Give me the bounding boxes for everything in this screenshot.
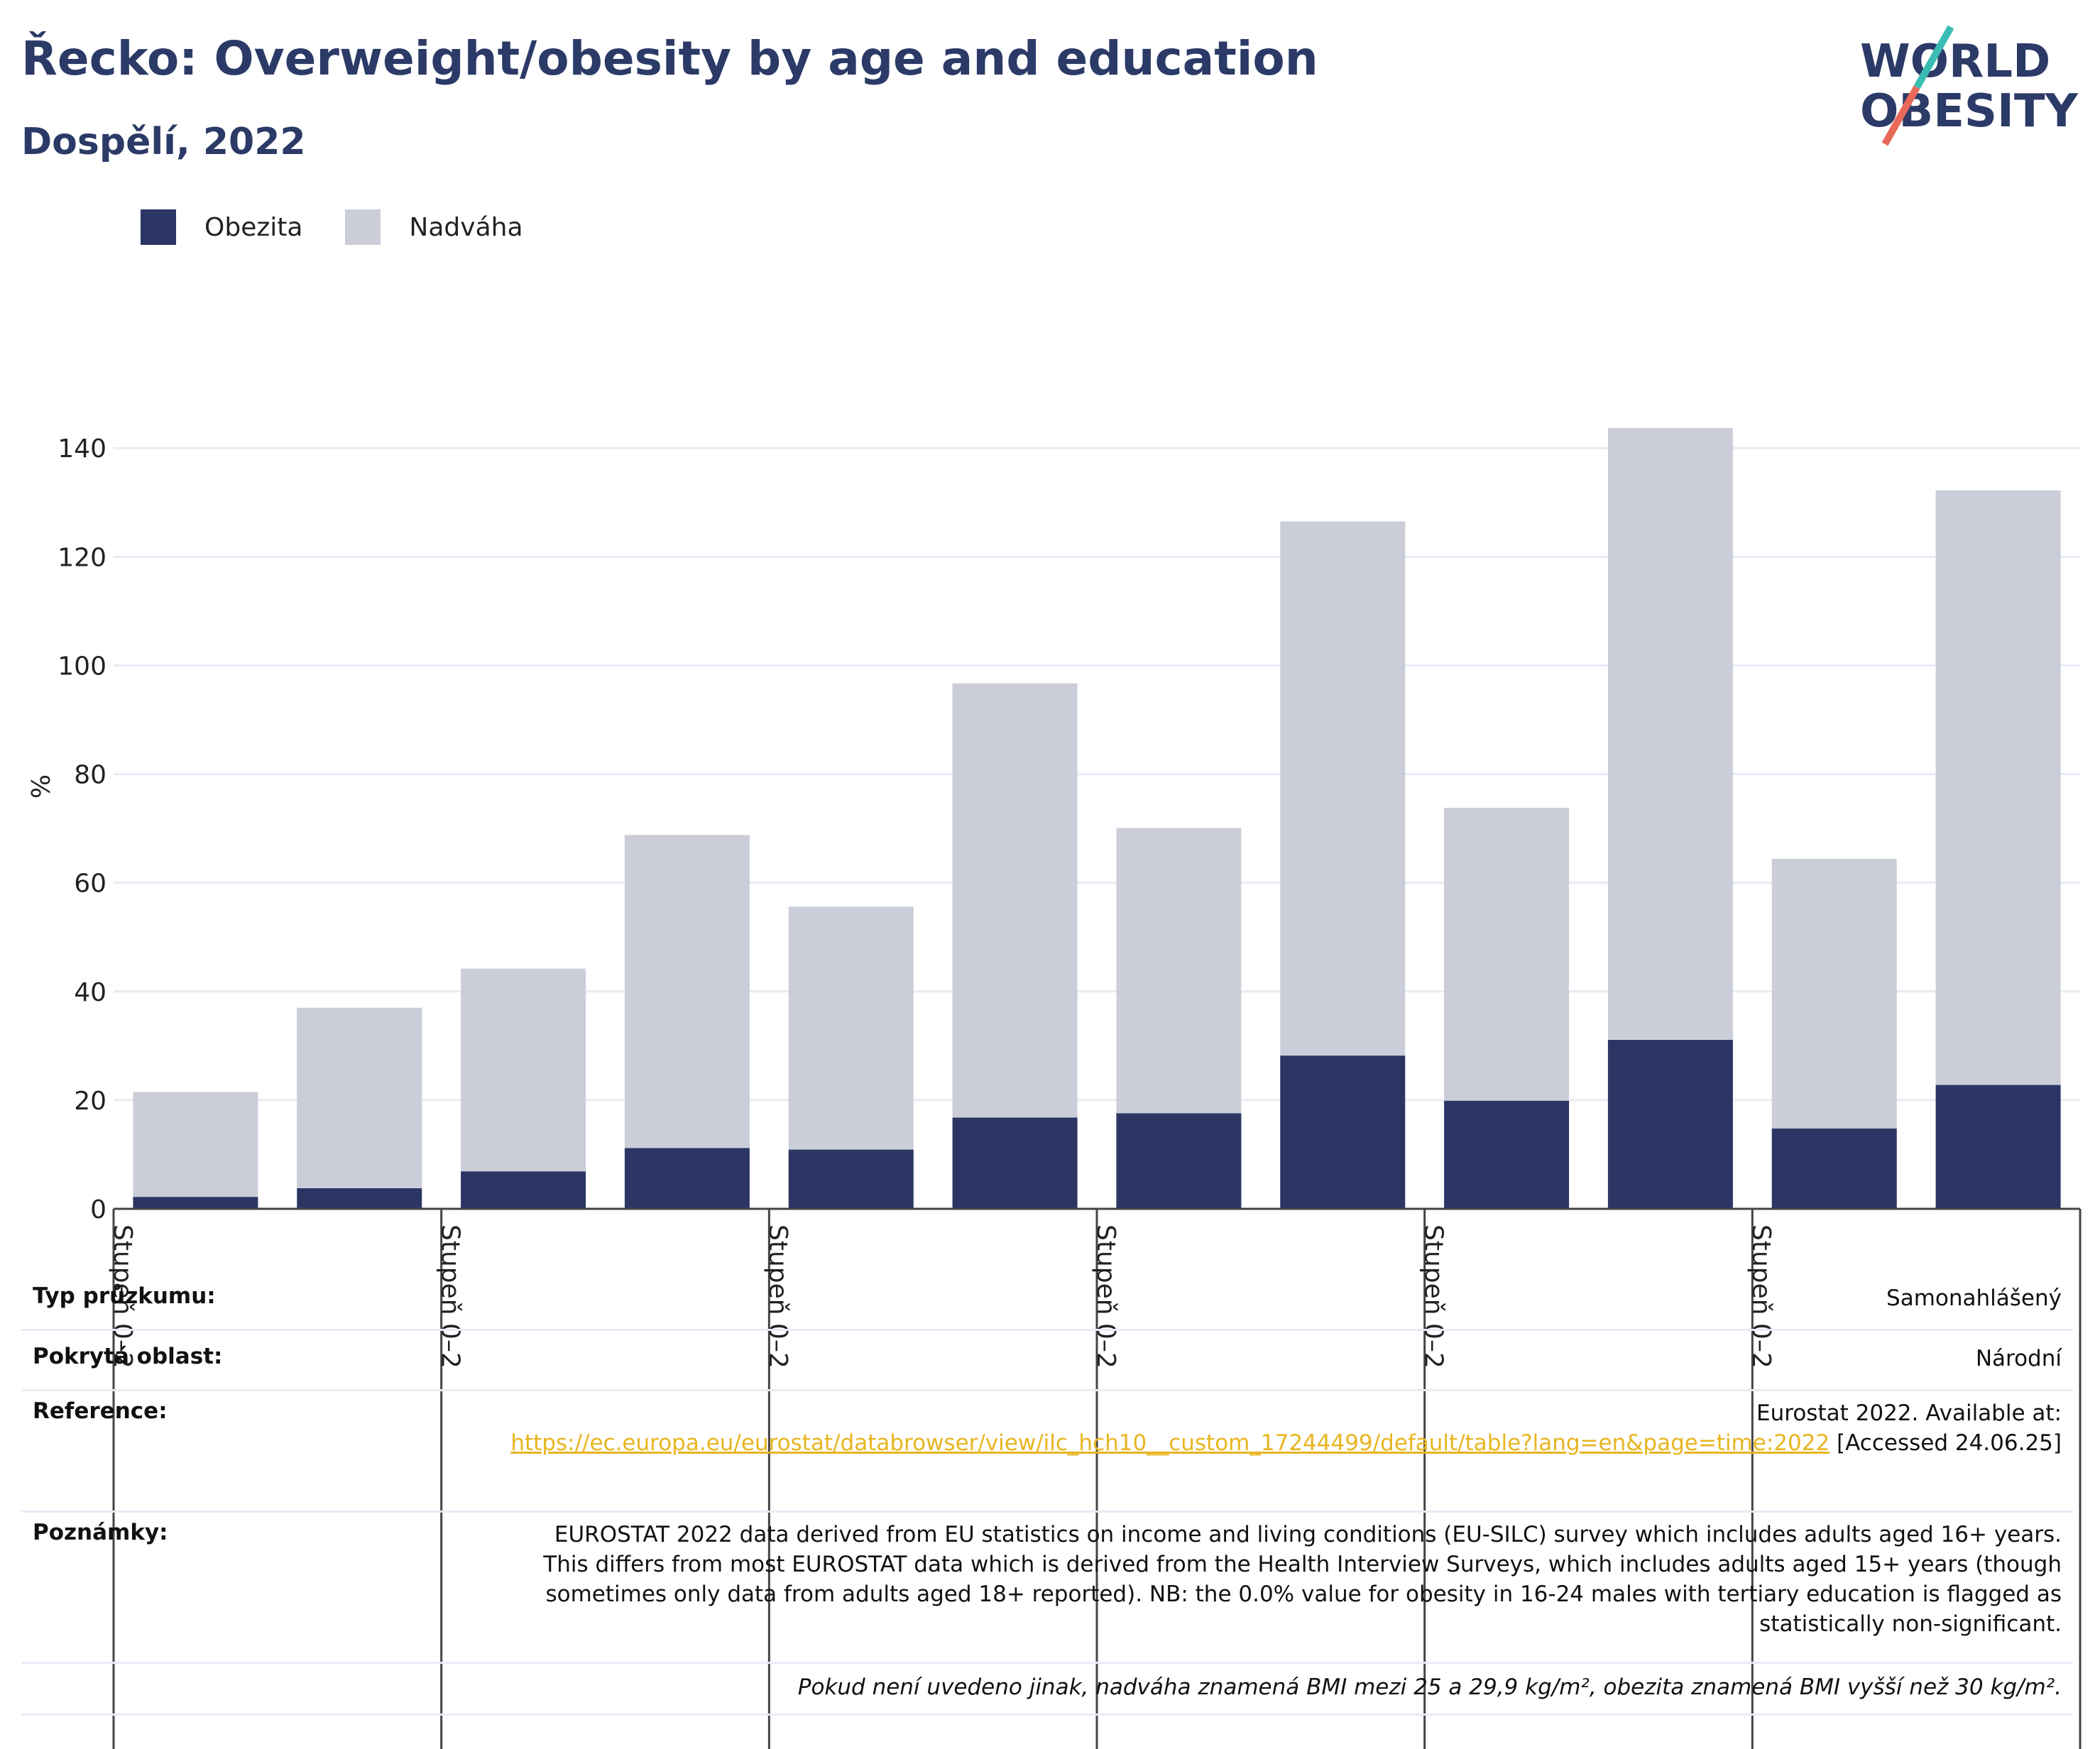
info-row-area: Pokrytá oblast: Národní xyxy=(21,1331,2073,1391)
survey-type-label: Typ průzkumu: xyxy=(33,1283,216,1309)
x-group-label: Stupeň 0–2 xyxy=(1091,1224,1120,1369)
bar-nadvaha xyxy=(461,968,586,1172)
x-group-label: Stupeň 0–2 xyxy=(436,1224,465,1369)
bar-nadvaha xyxy=(1116,828,1242,1114)
notes-label: Poznámky: xyxy=(33,1520,168,1545)
bar-nadvaha xyxy=(297,1007,422,1188)
bar-obezita xyxy=(1607,1039,1733,1209)
legend: Obezita Nadváha xyxy=(141,209,566,245)
x-group-label: Stupeň 0–2 xyxy=(1419,1224,1448,1369)
bar-obezita xyxy=(624,1148,750,1209)
reference-value: Eurostat 2022. Available at: https://ec.… xyxy=(21,1391,2073,1458)
reference-accessed: [Accessed 24.06.25] xyxy=(1837,1430,2062,1456)
legend-swatch-obezita xyxy=(141,209,176,245)
survey-type-value: Samonahlášený xyxy=(1886,1285,2062,1311)
legend-label-nadvaha: Nadváha xyxy=(409,212,523,242)
x-group-label: Stupeň 0–2 xyxy=(763,1224,792,1369)
y-tick-label: 140 xyxy=(58,434,106,464)
bar-nadvaha xyxy=(788,906,914,1150)
y-tick-label: 80 xyxy=(74,761,106,790)
y-tick-label: 20 xyxy=(74,1087,106,1116)
chart-subtitle: Dospělí, 2022 xyxy=(21,121,306,163)
bar-obezita xyxy=(1444,1100,1570,1209)
bar-nadvaha xyxy=(133,1092,258,1197)
bar-nadvaha xyxy=(1607,427,1733,1040)
reference-link[interactable]: https://ec.europa.eu/eurostat/databrowse… xyxy=(510,1430,1830,1456)
info-table: Typ průzkumu: Samonahlášený Pokrytá obla… xyxy=(21,1271,2073,1716)
bar-obezita xyxy=(1116,1113,1242,1209)
bar-obezita xyxy=(1935,1085,2061,1209)
bar-nadvaha xyxy=(624,835,750,1148)
y-tick-label: 40 xyxy=(74,978,106,1007)
bar-nadvaha xyxy=(1280,521,1406,1056)
legend-label-obezita: Obezita xyxy=(204,212,303,242)
y-tick-label: 100 xyxy=(58,652,106,681)
reference-label: Reference: xyxy=(33,1398,168,1424)
world-obesity-logo: WORLD OBESITY xyxy=(1860,25,2078,146)
x-group-label: Stupeň 0–2 xyxy=(108,1224,137,1369)
bar-nadvaha xyxy=(952,683,1078,1118)
legend-swatch-nadvaha xyxy=(345,209,381,245)
area-label: Pokrytá oblast: xyxy=(33,1344,223,1369)
bar-nadvaha xyxy=(1935,490,2061,1085)
info-row-survey-type: Typ průzkumu: Samonahlášený xyxy=(21,1271,2073,1331)
y-axis-label: % xyxy=(27,774,56,799)
bar-obezita xyxy=(297,1188,422,1209)
y-tick-label: 60 xyxy=(74,870,106,899)
info-row-footnote: Pokud není uvedeno jinak, nadváha znamen… xyxy=(21,1664,2073,1716)
bar-obezita xyxy=(461,1171,586,1209)
info-row-notes: Poznámky: EUROSTAT 2022 data derived fro… xyxy=(21,1513,2073,1664)
logo-slash-teal xyxy=(1913,25,1954,89)
legend-item-obezita[interactable]: Obezita xyxy=(141,209,302,245)
legend-item-nadvaha[interactable]: Nadváha xyxy=(345,209,523,245)
bar-nadvaha xyxy=(1771,858,1897,1129)
logo-line1: WORLD xyxy=(1860,35,2050,88)
chart-title: Řecko: Overweight/obesity by age and edu… xyxy=(21,31,1318,86)
bar-obezita xyxy=(788,1149,914,1209)
y-tick-label: 120 xyxy=(58,543,106,572)
bar-obezita xyxy=(1280,1056,1406,1209)
area-value: Národní xyxy=(1975,1346,2062,1371)
bar-obezita xyxy=(952,1117,1078,1209)
y-tick-label: 0 xyxy=(90,1195,106,1224)
logo-slash-red xyxy=(1881,85,1920,146)
notes-value: EUROSTAT 2022 data derived from EU stati… xyxy=(543,1522,2062,1637)
bar-obezita xyxy=(1771,1128,1897,1209)
x-group-label: Stupeň 0–2 xyxy=(1746,1224,1776,1369)
bar-nadvaha xyxy=(1444,808,1570,1101)
bar-obezita xyxy=(133,1197,258,1209)
reference-text: Eurostat 2022. Available at: xyxy=(1756,1400,2062,1426)
info-row-reference: Reference: Eurostat 2022. Available at: … xyxy=(21,1391,2073,1513)
footnote: Pokud není uvedeno jinak, nadváha znamen… xyxy=(797,1674,2062,1700)
